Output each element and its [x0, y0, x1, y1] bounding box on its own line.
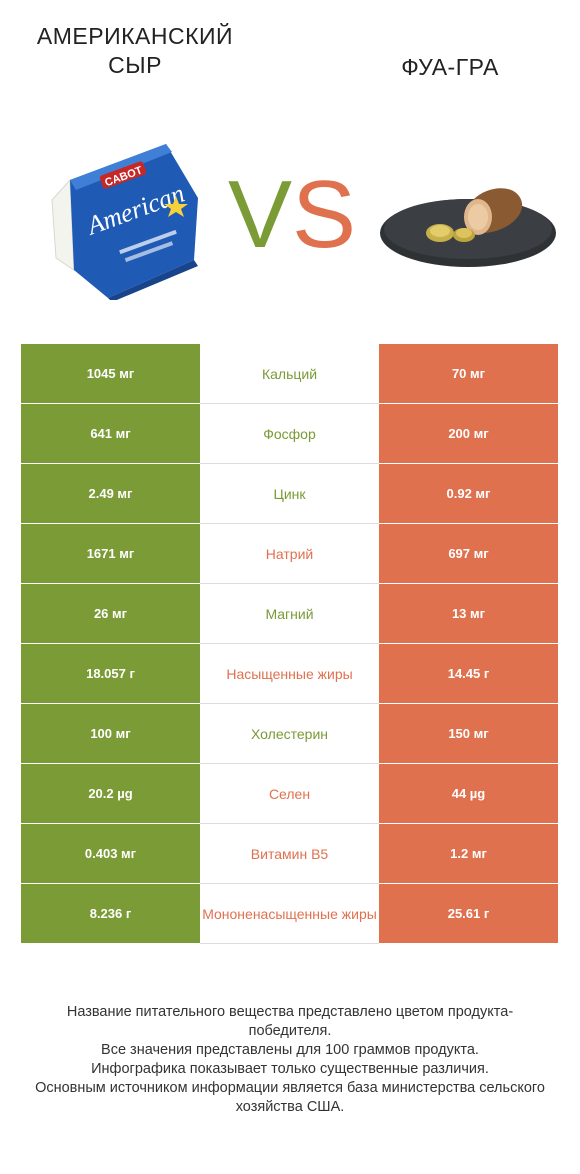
vs-s: S	[292, 161, 357, 268]
nutrient-name: Магний	[200, 584, 379, 644]
nutrient-comparison-table: 1045 мг Кальций 70 мг 641 мг Фосфор 200 мг 2.4…	[21, 344, 558, 944]
right-product-title: ФУА-ГРА	[401, 54, 499, 80]
right-value: 697 мг	[379, 524, 558, 584]
right-value: 0.92 мг	[379, 464, 558, 524]
right-value: 14.45 г	[379, 644, 558, 704]
right-value: 150 мг	[379, 704, 558, 764]
right-value: 13 мг	[379, 584, 558, 644]
right-value: 200 мг	[379, 404, 558, 464]
table-row: 641 мг Фосфор 200 мг	[21, 404, 558, 464]
nutrient-name: Селен	[200, 764, 379, 824]
vs-label: VS	[222, 160, 362, 270]
right-value: 25.61 г	[379, 884, 558, 944]
nutrient-name: Натрий	[200, 524, 379, 584]
left-value: 0.403 мг	[21, 824, 200, 884]
left-value: 2.49 мг	[21, 464, 200, 524]
left-value: 8.236 г	[21, 884, 200, 944]
left-value: 26 мг	[21, 584, 200, 644]
nutrient-name: Витамин B5	[200, 824, 379, 884]
table-row: 100 мг Холестерин 150 мг	[21, 704, 558, 764]
nutrient-name: Фосфор	[200, 404, 379, 464]
left-product-title: АМЕРИКАНСКИЙ СЫР	[36, 23, 234, 78]
nutrient-name: Насыщенные жиры	[200, 644, 379, 704]
nutrient-name: Кальций	[200, 344, 379, 404]
footer-notes: Название питательного вещества представл…	[30, 1003, 550, 1117]
footer-line-2: Все значения представлены для 100 граммо…	[101, 1042, 479, 1058]
table-row: 1045 мг Кальций 70 мг	[21, 344, 558, 404]
left-value: 1045 мг	[21, 344, 200, 404]
left-value: 1671 мг	[21, 524, 200, 584]
footer-line-1: Название питательного вещества представл…	[66, 1004, 514, 1039]
footer-line-3: Инфографика показывает только существенн…	[91, 1061, 489, 1077]
nutrient-name: Мононенасыщенные жиры	[200, 884, 379, 944]
nutrient-name: Цинк	[200, 464, 379, 524]
table-row: 0.403 мг Витамин B5 1.2 мг	[21, 824, 558, 884]
foie-gras-image	[378, 175, 560, 280]
table-row: 20.2 µg Селен 44 µg	[21, 764, 558, 824]
left-value: 18.057 г	[21, 644, 200, 704]
left-value: 20.2 µg	[21, 764, 200, 824]
vs-v: V	[227, 161, 292, 268]
right-value: 1.2 мг	[379, 824, 558, 884]
american-cheese-image: CABOT American	[48, 140, 218, 305]
table-row: 8.236 г Мононенасыщенные жиры 25.61 г	[21, 884, 558, 944]
right-value: 44 µg	[379, 764, 558, 824]
nutrient-name: Холестерин	[200, 704, 379, 764]
table-row: 1671 мг Натрий 697 мг	[21, 524, 558, 584]
left-value: 100 мг	[21, 704, 200, 764]
table-row: 26 мг Магний 13 мг	[21, 584, 558, 644]
table-row: 2.49 мг Цинк 0.92 мг	[21, 464, 558, 524]
right-value: 70 мг	[379, 344, 558, 404]
table-row: 18.057 г Насыщенные жиры 14.45 г	[21, 644, 558, 704]
footer-line-4: Основным источником информации является …	[35, 1080, 545, 1115]
left-value: 641 мг	[21, 404, 200, 464]
